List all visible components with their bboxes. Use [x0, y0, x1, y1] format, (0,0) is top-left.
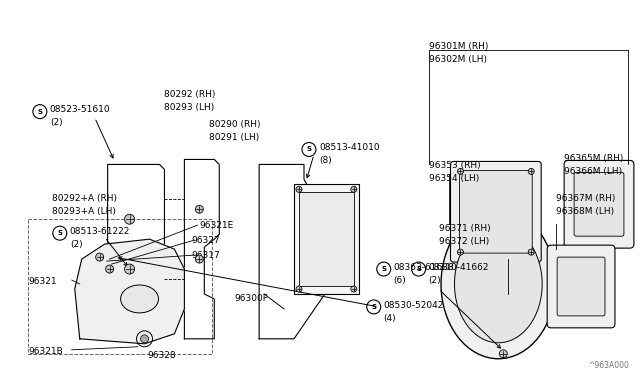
Text: S: S: [371, 304, 376, 310]
Text: 96367M (RH): 96367M (RH): [556, 194, 616, 203]
FancyBboxPatch shape: [547, 245, 615, 328]
Circle shape: [96, 253, 104, 261]
FancyBboxPatch shape: [574, 172, 624, 236]
Circle shape: [195, 205, 204, 213]
Text: (2): (2): [429, 276, 441, 285]
FancyBboxPatch shape: [451, 161, 541, 262]
Circle shape: [528, 249, 534, 255]
Text: 96353 (RH): 96353 (RH): [429, 161, 480, 170]
Text: 96321: 96321: [28, 277, 56, 286]
Text: 96317: 96317: [191, 251, 220, 260]
Text: S: S: [37, 109, 42, 115]
Text: (4): (4): [384, 314, 396, 323]
Circle shape: [528, 169, 534, 174]
Text: 96365M (RH): 96365M (RH): [564, 154, 623, 163]
Circle shape: [458, 169, 463, 174]
Text: 80293 (LH): 80293 (LH): [164, 103, 214, 112]
Circle shape: [106, 265, 114, 273]
Text: S: S: [416, 266, 421, 272]
Bar: [294, 185, 359, 294]
Text: 80293+A (LH): 80293+A (LH): [52, 207, 116, 216]
Text: (6): (6): [394, 276, 406, 285]
Text: 08530-52042: 08530-52042: [384, 301, 444, 310]
Circle shape: [141, 335, 148, 343]
Bar: [299, 192, 354, 286]
Text: 96321E: 96321E: [199, 221, 234, 230]
Text: S: S: [381, 266, 386, 272]
Text: 96300F: 96300F: [234, 294, 268, 303]
Text: 96302M (LH): 96302M (LH): [429, 55, 486, 64]
Circle shape: [296, 286, 302, 292]
Text: 96327: 96327: [191, 236, 220, 245]
Circle shape: [458, 249, 463, 255]
Ellipse shape: [120, 285, 159, 313]
Polygon shape: [75, 239, 184, 344]
Text: 80292 (RH): 80292 (RH): [164, 90, 216, 99]
Circle shape: [351, 186, 357, 192]
Text: 80292+A (RH): 80292+A (RH): [52, 194, 117, 203]
Text: 80290 (RH): 80290 (RH): [209, 119, 261, 129]
Text: 96368M (LH): 96368M (LH): [556, 207, 614, 216]
Text: 96328: 96328: [147, 351, 176, 360]
Text: ^963A000: ^963A000: [588, 361, 629, 370]
Text: 08363-61638: 08363-61638: [394, 263, 454, 272]
Text: (2): (2): [50, 118, 63, 126]
Text: 08310-41662: 08310-41662: [429, 263, 489, 272]
FancyBboxPatch shape: [557, 257, 605, 316]
Circle shape: [296, 186, 302, 192]
Text: 08513-41010: 08513-41010: [319, 144, 380, 153]
Circle shape: [351, 286, 357, 292]
Text: 96354 (LH): 96354 (LH): [429, 174, 479, 183]
Circle shape: [125, 214, 134, 224]
Text: 96301M (RH): 96301M (RH): [429, 42, 488, 51]
Text: (2): (2): [70, 240, 83, 249]
Text: 08523-51610: 08523-51610: [50, 105, 111, 113]
Circle shape: [195, 255, 204, 263]
Bar: [28, 219, 212, 354]
Text: 96371 (RH): 96371 (RH): [438, 224, 490, 233]
Text: S: S: [307, 147, 312, 153]
Text: S: S: [58, 230, 62, 236]
FancyBboxPatch shape: [460, 170, 532, 253]
Text: (8): (8): [319, 157, 332, 166]
Text: 96321B: 96321B: [28, 347, 63, 356]
Circle shape: [125, 264, 134, 274]
Text: 80291 (LH): 80291 (LH): [209, 132, 260, 141]
Ellipse shape: [441, 209, 556, 359]
Ellipse shape: [454, 225, 542, 343]
Text: 08513-61222: 08513-61222: [70, 227, 130, 236]
Circle shape: [499, 350, 508, 358]
FancyBboxPatch shape: [564, 160, 634, 248]
Text: 96372 (LH): 96372 (LH): [438, 237, 489, 246]
Text: 96366M (LH): 96366M (LH): [564, 167, 622, 176]
